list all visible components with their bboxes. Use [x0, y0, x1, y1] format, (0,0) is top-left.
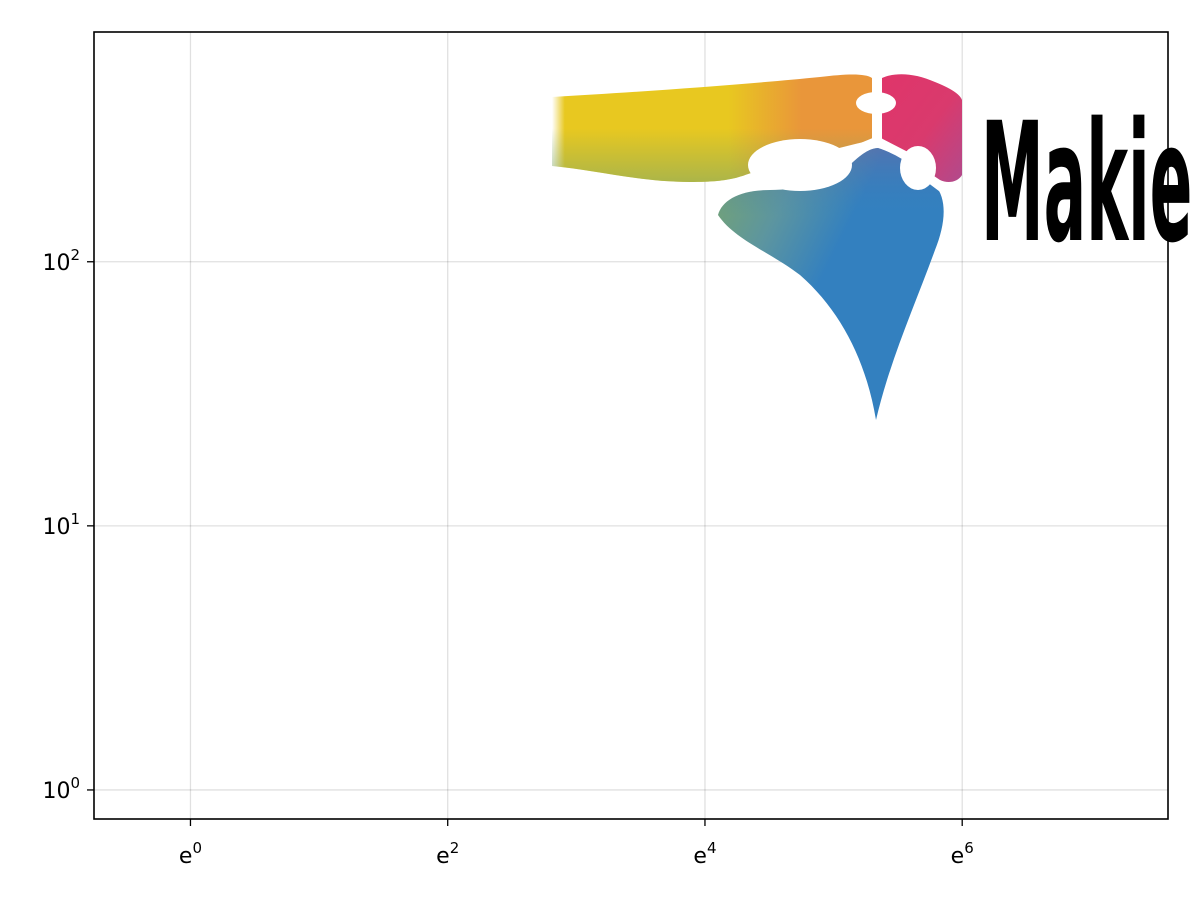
logo-hole-center — [748, 139, 852, 191]
x-tick-label: e0 — [179, 839, 202, 869]
makie-logo-image: Makie — [552, 74, 1192, 420]
x-tick-label: e6 — [951, 839, 974, 869]
logo-heart-shade — [718, 148, 944, 420]
x-tick-label: e4 — [693, 839, 716, 869]
y-tick-label: 101 — [42, 510, 80, 540]
axes-frame — [93, 31, 1169, 820]
logo-right-lobe — [882, 74, 962, 183]
x-tick-label: e2 — [436, 839, 459, 869]
logo-wordmark: Makie — [981, 88, 1192, 280]
y-axis: 100 101 102 — [42, 246, 94, 804]
logo-separator — [844, 74, 950, 196]
y-tick-label: 102 — [42, 246, 80, 276]
x-axis: e0 e2 e4 e6 — [179, 819, 974, 869]
y-tick-label: 100 — [42, 774, 80, 804]
